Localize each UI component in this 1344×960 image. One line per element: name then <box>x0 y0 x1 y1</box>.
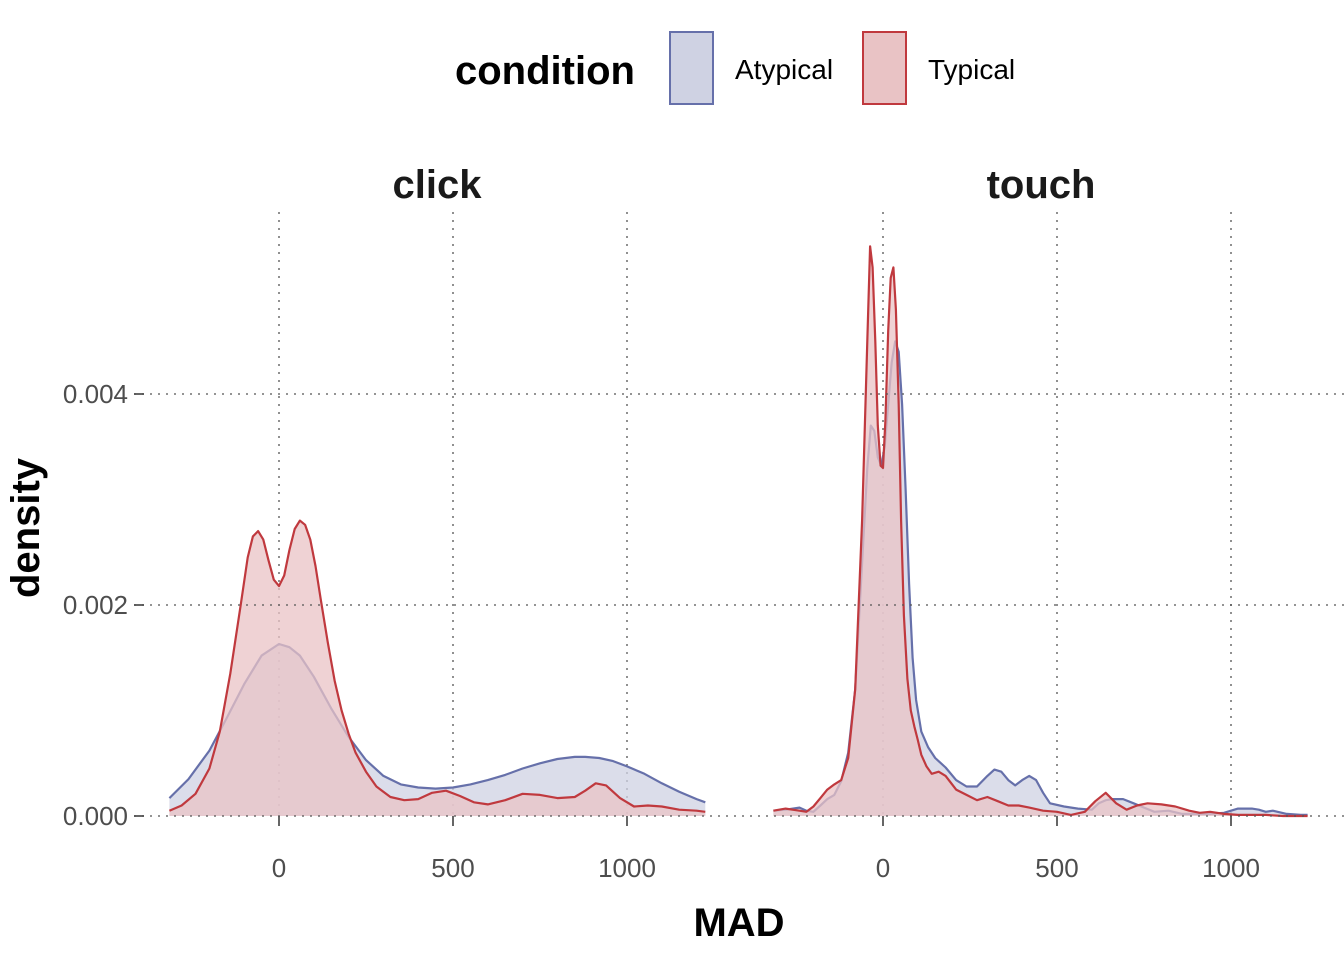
density-line-typical <box>168 519 706 813</box>
x-tick-label: 0 <box>876 853 890 883</box>
legend-key-typical <box>862 31 907 105</box>
facet-title-click: click <box>393 163 483 207</box>
y-tick-label: 0.002 <box>63 590 128 620</box>
panel-touch: 0 500 1000 <box>773 212 1308 883</box>
legend-key-atypical <box>669 31 714 105</box>
legend-label-typical: Typical <box>928 54 1015 85</box>
y-axis-title: density <box>4 457 48 598</box>
x-tick-label: 1000 <box>598 853 656 883</box>
x-tick-label: 500 <box>1035 853 1078 883</box>
legend: condition Atypical Typical <box>455 31 1015 105</box>
x-tick-label: 0 <box>272 853 286 883</box>
facet-title-touch: touch <box>987 163 1096 207</box>
legend-label-atypical: Atypical <box>735 54 833 85</box>
density-area-typical <box>773 246 1308 817</box>
density-area-typical <box>169 520 706 816</box>
y-tick-label: 0.004 <box>63 379 128 409</box>
density-line-typical <box>773 245 1308 818</box>
y-tick-label: 0.000 <box>63 801 128 831</box>
legend-title: condition <box>455 49 635 93</box>
y-axis: 0.000 0.002 0.004 <box>63 379 1344 831</box>
panel-click: 0 500 1000 <box>168 212 706 883</box>
x-tick-label: 1000 <box>1202 853 1260 883</box>
x-tick-label: 500 <box>431 853 474 883</box>
x-axis-title: MAD <box>693 901 784 945</box>
